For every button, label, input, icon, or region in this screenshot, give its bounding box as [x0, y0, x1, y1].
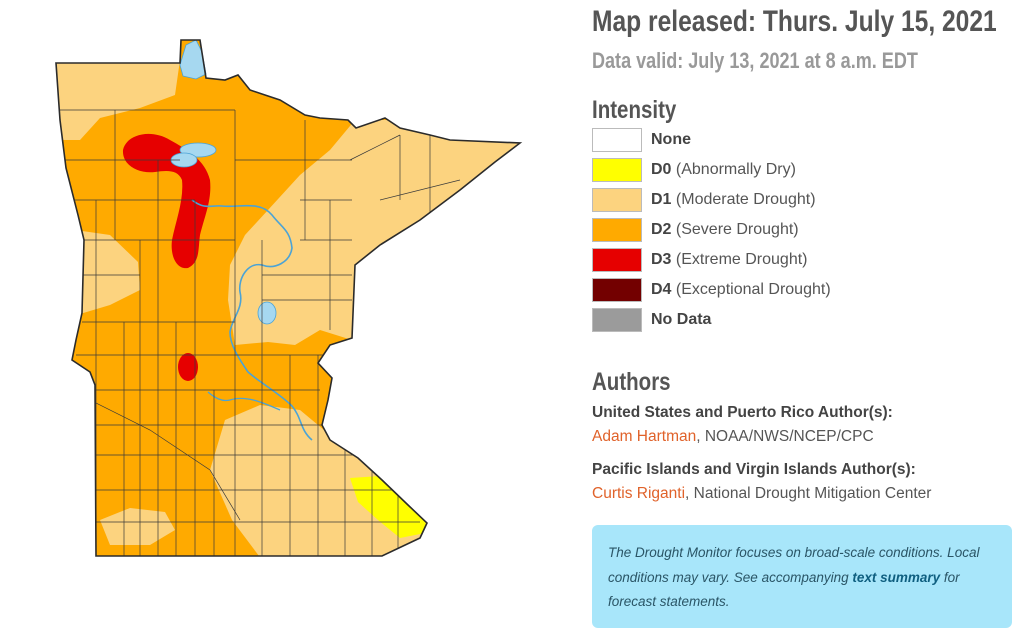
legend-swatch-d1	[592, 188, 642, 212]
d1-area-southwest	[100, 508, 175, 545]
legend-item-d3: D3 (Extreme Drought)	[592, 248, 892, 274]
pacific-author-line: Curtis Riganti, National Drought Mitigat…	[592, 485, 931, 503]
legend-code: D0	[651, 161, 672, 178]
authors-heading: Authors	[592, 368, 671, 396]
legend-item-d0: D0 (Abnormally Dry)	[592, 158, 892, 184]
legend-desc: (Moderate Drought)	[675, 191, 816, 208]
legend-swatch-none	[592, 128, 642, 152]
minnesota-outline	[55, 39, 523, 557]
county-lines	[60, 109, 461, 556]
d3-area-north	[122, 133, 211, 269]
legend-code: D3	[651, 251, 672, 268]
legend-code: None	[651, 131, 691, 148]
legend-item-d1: D1 (Moderate Drought)	[592, 188, 892, 214]
author-link-curtis-riganti[interactable]: Curtis Riganti	[592, 485, 686, 502]
map-released-title: Map released: Thurs. July 15, 2021	[592, 5, 997, 38]
disclaimer-note: The Drought Monitor focuses on broad-sca…	[592, 525, 1012, 628]
note-text: The Drought Monitor focuses on broad-sca…	[608, 541, 998, 615]
legend-swatch-d3	[592, 248, 642, 272]
author-link-adam-hartman[interactable]: Adam Hartman	[592, 428, 697, 445]
us-author-line: Adam Hartman, NOAA/NWS/NCEP/CPC	[592, 428, 874, 446]
text-summary-link[interactable]: text summary	[852, 569, 941, 585]
d1-area-northwest	[56, 55, 180, 140]
legend-item-d4: D4 (Exceptional Drought)	[592, 278, 892, 304]
us-authors-label: United States and Puerto Rico Author(s):	[592, 404, 893, 421]
mille-lacs-lake	[257, 301, 277, 325]
minnesota-map-svg	[55, 39, 523, 557]
legend-code: D1	[651, 191, 672, 208]
d0-area	[350, 476, 430, 538]
legend-item-d2: D2 (Severe Drought)	[592, 218, 892, 244]
legend-swatch-d2	[592, 218, 642, 242]
legend-desc: (Extreme Drought)	[675, 251, 808, 268]
mississippi-river	[191, 199, 313, 441]
d1-area-northeast	[228, 120, 520, 345]
legend-code: No Data	[651, 311, 712, 328]
author-affiliation: , NOAA/NWS/NCEP/CPC	[696, 428, 874, 445]
drought-map	[55, 39, 523, 557]
data-valid-subtitle: Data valid: July 13, 2021 at 8 a.m. EDT	[592, 48, 918, 73]
legend-desc: (Severe Drought)	[675, 221, 799, 238]
intensity-heading: Intensity	[592, 96, 677, 124]
legend-code: D4	[651, 281, 672, 298]
legend-item-no-data: No Data	[592, 308, 892, 334]
legend-swatch-no-data	[592, 308, 642, 332]
legend-code: D2	[651, 221, 672, 238]
legend-swatch-d4	[592, 278, 642, 302]
d3-area-central	[178, 353, 198, 381]
legend-desc: (Abnormally Dry)	[675, 161, 796, 178]
pacific-authors-label: Pacific Islands and Virgin Islands Autho…	[592, 461, 916, 478]
info-panel: Map released: Thurs. July 15, 2021 Data …	[592, 0, 1022, 643]
legend-desc: (Exceptional Drought)	[675, 281, 831, 298]
note-text-before: The Drought Monitor focuses on broad-sca…	[608, 545, 980, 585]
author-affiliation: , National Drought Mitigation Center	[685, 485, 932, 502]
note-text-after: for forecast statements.	[608, 569, 960, 610]
legend-item-none: None	[592, 128, 892, 154]
d1-area-southeast	[210, 405, 440, 556]
legend-swatch-d0	[592, 158, 642, 182]
